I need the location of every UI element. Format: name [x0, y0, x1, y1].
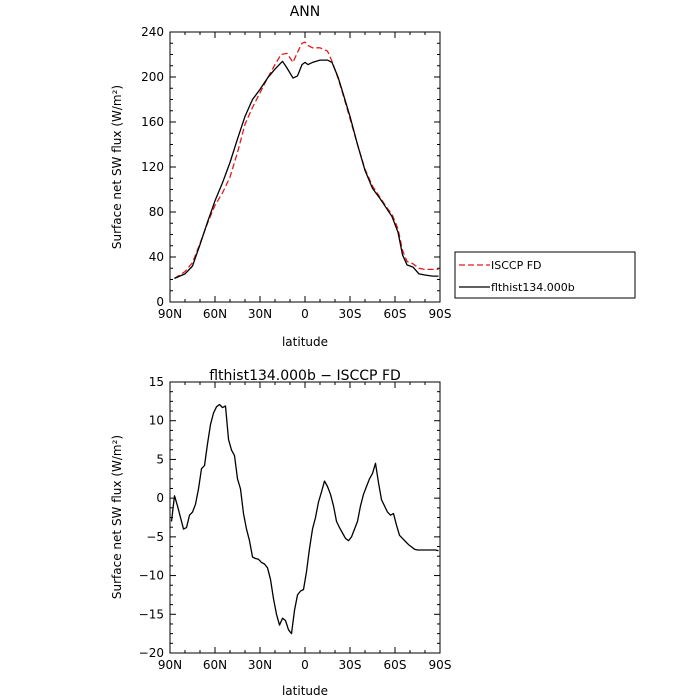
bottom-y-tick-label: −20: [139, 646, 164, 660]
bottom-axis-ticks: 90N 60N 30N 0 30S 60S 90S −20 −15 −10 −5 0 5 10 15: [139, 375, 452, 672]
top-y-tick-label: 160: [141, 115, 164, 129]
top-x-tick-label: 60S: [384, 307, 407, 321]
bottom-y-tick-label: 0: [156, 491, 164, 505]
top-plot-frame: [169, 31, 441, 303]
legend-model-label: flthist134.000b: [491, 281, 575, 294]
top-y-tick-label: 200: [141, 70, 164, 84]
top-series-lines: [174, 41, 439, 279]
bottom-x-tick-label: 0: [301, 658, 309, 672]
bottom-y-tick-label: −15: [139, 607, 164, 621]
top-panel: ANN 90N 60N 30N 0 30S 60S 90S 0 40 80 120 160 200 240…: [110, 4, 636, 349]
top-y-tick-label: 0: [156, 295, 164, 309]
bottom-x-axis-label: latitude: [282, 684, 328, 698]
top-y-tick-label: 120: [141, 160, 164, 174]
bottom-y-axis-label: Surface net SW flux (W/m²): [110, 435, 124, 599]
top-x-tick-label: 90S: [429, 307, 452, 321]
top-x-tick-label: 90N: [158, 307, 182, 321]
top-axis-ticks: 90N 60N 30N 0 30S 60S 90S 0 40 80 120 160 200 240: [141, 25, 451, 321]
bottom-series-lines: [170, 403, 439, 635]
legend: ISCCP FD flthist134.000b: [454, 251, 636, 299]
top-y-tick-label: 40: [149, 250, 164, 264]
bottom-x-tick-label: 60N: [203, 658, 227, 672]
top-y-tick-label: 240: [141, 25, 164, 39]
bottom-y-tick-label: −5: [146, 530, 164, 544]
bottom-y-tick-label: 5: [156, 452, 164, 466]
bottom-y-tick-label: −10: [139, 569, 164, 583]
legend-box: [454, 251, 636, 299]
bottom-x-tick-label: 60S: [384, 658, 407, 672]
top-x-tick-label: 60N: [203, 307, 227, 321]
bottom-chart-title: flthist134.000b − ISCCP FD: [209, 368, 401, 384]
top-chart-title: ANN: [290, 4, 321, 20]
bottom-x-tick-label: 30N: [248, 658, 272, 672]
bottom-y-tick-label: 10: [149, 414, 164, 428]
bottom-panel: flthist134.000b − ISCCP FD 90N 60N 30N 0 30S…: [110, 368, 451, 698]
top-series-flthist134-000b-line: [174, 59, 439, 279]
top-x-tick-label: 30N: [248, 307, 272, 321]
bottom-x-tick-label: 90N: [158, 658, 182, 672]
bottom-y-tick-label: 15: [149, 375, 164, 389]
top-x-axis-label: latitude: [282, 335, 328, 349]
bottom-series-difference-line: [170, 403, 439, 635]
top-x-tick-label: 0: [301, 307, 309, 321]
top-y-tick-label: 80: [149, 205, 164, 219]
top-series-isccp-fd-line: [174, 41, 439, 279]
bottom-x-tick-label: 90S: [429, 658, 452, 672]
legend-isccp-label: ISCCP FD: [491, 259, 542, 272]
bottom-x-tick-label: 30S: [339, 658, 362, 672]
top-x-tick-label: 30S: [339, 307, 362, 321]
top-y-axis-label: Surface net SW flux (W/m²): [110, 85, 124, 249]
